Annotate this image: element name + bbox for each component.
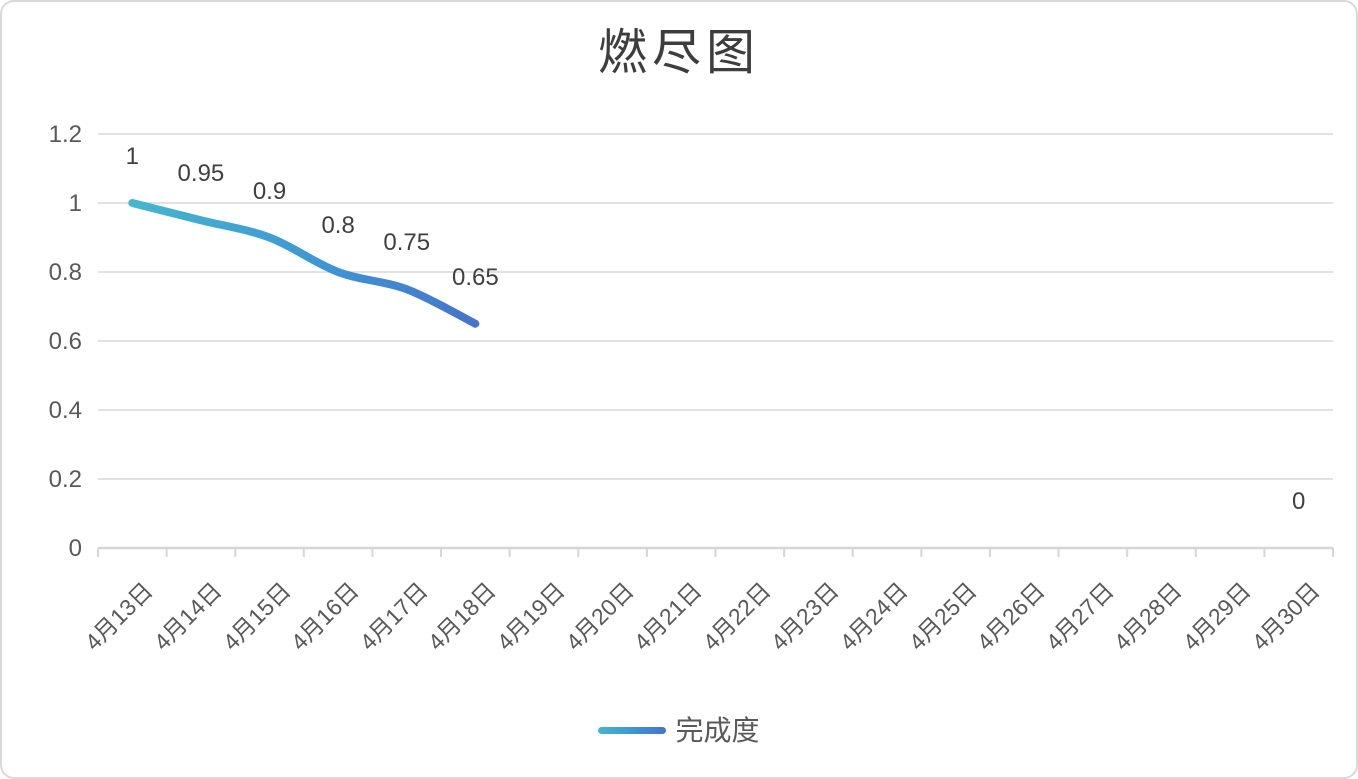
data-label: 1 bbox=[125, 143, 139, 170]
data-label: 0.95 bbox=[177, 160, 225, 188]
y-axis-tick-label: 0.8 bbox=[49, 259, 82, 286]
y-axis-tick-label: 1.2 bbox=[49, 121, 82, 148]
data-label: 0.75 bbox=[383, 229, 431, 257]
data-label: 0.9 bbox=[252, 177, 287, 205]
data-label: 0 bbox=[1292, 488, 1306, 515]
y-axis-tick-label: 0.2 bbox=[49, 466, 82, 493]
data-label: 0.8 bbox=[321, 212, 355, 239]
legend: 完成度 bbox=[2, 714, 1356, 748]
legend-label: 完成度 bbox=[675, 715, 760, 746]
y-axis-tick-label: 0 bbox=[69, 535, 82, 562]
y-axis-tick-label: 1 bbox=[69, 190, 82, 217]
y-axis-tick-label: 0.6 bbox=[49, 328, 82, 355]
y-axis-tick-label: 0.4 bbox=[49, 397, 82, 424]
legend-line-swatch bbox=[598, 727, 667, 735]
data-label: 0.65 bbox=[452, 263, 499, 291]
series-line bbox=[128, 199, 480, 328]
